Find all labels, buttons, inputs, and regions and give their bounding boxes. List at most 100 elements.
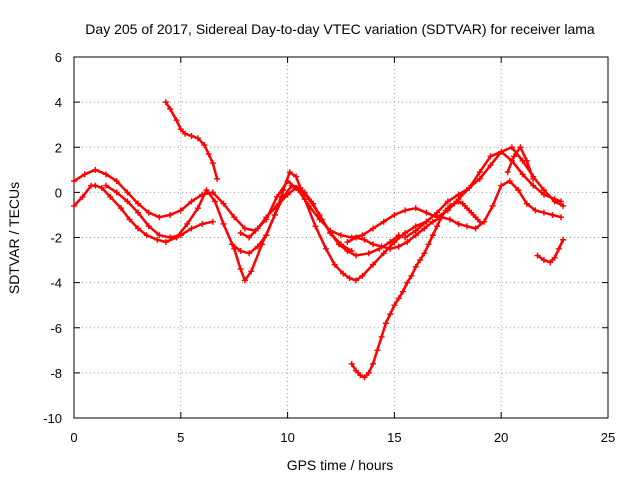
plus-marker [126, 216, 133, 223]
series-arc-10 [504, 144, 537, 182]
y-tick-label: 2 [55, 140, 62, 155]
plus-marker [209, 160, 216, 167]
gridlines [74, 57, 608, 418]
plus-marker [534, 252, 541, 259]
plus-marker [487, 153, 494, 160]
x-tick-label: 10 [280, 430, 294, 445]
x-tick-label: 0 [70, 430, 77, 445]
plus-marker [117, 205, 124, 212]
series-arc-6 [237, 184, 402, 259]
plus-marker [370, 360, 377, 367]
plus-marker [271, 211, 278, 218]
plus-marker [113, 189, 120, 196]
plus-marker [124, 198, 131, 205]
plus-marker [498, 182, 505, 189]
plus-marker [273, 193, 280, 200]
x-tick-label: 25 [601, 430, 615, 445]
y-tick-label: 0 [55, 185, 62, 200]
plus-marker [145, 209, 152, 216]
plus-marker [293, 173, 300, 180]
plus-marker [135, 225, 142, 232]
plus-marker [248, 268, 255, 275]
plus-marker [540, 257, 547, 264]
axis-ticks [73, 56, 609, 419]
plus-marker [429, 232, 436, 239]
plus-marker [429, 218, 436, 225]
series-line [164, 100, 219, 181]
plus-marker [442, 207, 449, 214]
plus-marker [352, 252, 359, 259]
plus-marker [286, 169, 293, 176]
plus-marker [547, 259, 554, 266]
plus-marker [558, 214, 565, 221]
series-arc-4 [162, 99, 221, 182]
plus-marker [237, 248, 244, 255]
plus-marker [508, 144, 515, 151]
plus-marker [451, 200, 458, 207]
plus-marker [220, 200, 227, 207]
plus-marker [408, 272, 415, 279]
plus-marker [220, 220, 227, 227]
plus-marker [310, 200, 317, 207]
plus-marker [487, 162, 494, 169]
plus-marker [380, 250, 387, 257]
plus-marker [421, 225, 428, 232]
plus-marker [284, 178, 291, 185]
plus-marker [395, 232, 402, 239]
plus-marker [209, 218, 216, 225]
plus-marker [203, 187, 210, 194]
plus-marker [335, 241, 342, 248]
series-line [403, 146, 565, 239]
plus-marker [194, 205, 201, 212]
plus-marker [504, 169, 511, 176]
series-line [239, 186, 400, 257]
plus-marker [273, 202, 280, 209]
y-tick-label: -10 [43, 411, 62, 426]
plus-marker [352, 277, 359, 284]
plus-marker [154, 236, 161, 243]
plus-marker [472, 214, 479, 221]
plus-marker [434, 209, 441, 216]
plus-marker [391, 211, 398, 218]
plus-marker [113, 178, 120, 185]
plus-marker [425, 241, 432, 248]
plus-marker [402, 207, 409, 214]
series-line [346, 179, 563, 251]
plus-marker [312, 223, 319, 230]
plus-marker [344, 248, 351, 255]
plus-marker [229, 241, 236, 248]
data-series [71, 99, 567, 381]
plus-marker [464, 223, 471, 230]
plus-marker [79, 193, 86, 200]
plus-marker [481, 218, 488, 225]
chart-title: Day 205 of 2017, Sidereal Day-to-day VTE… [85, 21, 595, 37]
plus-marker [370, 261, 377, 268]
plus-marker [352, 367, 359, 374]
plus-marker [476, 175, 483, 182]
plus-marker [156, 232, 163, 239]
plus-marker [162, 239, 169, 246]
plus-marker [464, 205, 471, 212]
plus-marker [173, 117, 180, 124]
plus-marker [254, 225, 261, 232]
plus-marker [370, 241, 377, 248]
plus-marker [237, 266, 244, 273]
plus-marker [231, 214, 238, 221]
plus-marker [241, 277, 248, 284]
plus-marker [305, 202, 312, 209]
plus-marker [352, 234, 359, 241]
y-tick-label: 6 [55, 50, 62, 65]
plus-marker [506, 178, 513, 185]
plus-marker [246, 250, 253, 257]
plus-marker [498, 148, 505, 155]
plus-marker [103, 182, 110, 189]
plus-marker [402, 234, 409, 241]
plus-marker [237, 229, 244, 236]
plus-marker [530, 175, 537, 182]
plus-marker [423, 218, 430, 225]
x-tick-label: 5 [177, 430, 184, 445]
plus-marker [549, 211, 556, 218]
series-arc-1 [71, 169, 430, 284]
plus-marker [466, 184, 473, 191]
